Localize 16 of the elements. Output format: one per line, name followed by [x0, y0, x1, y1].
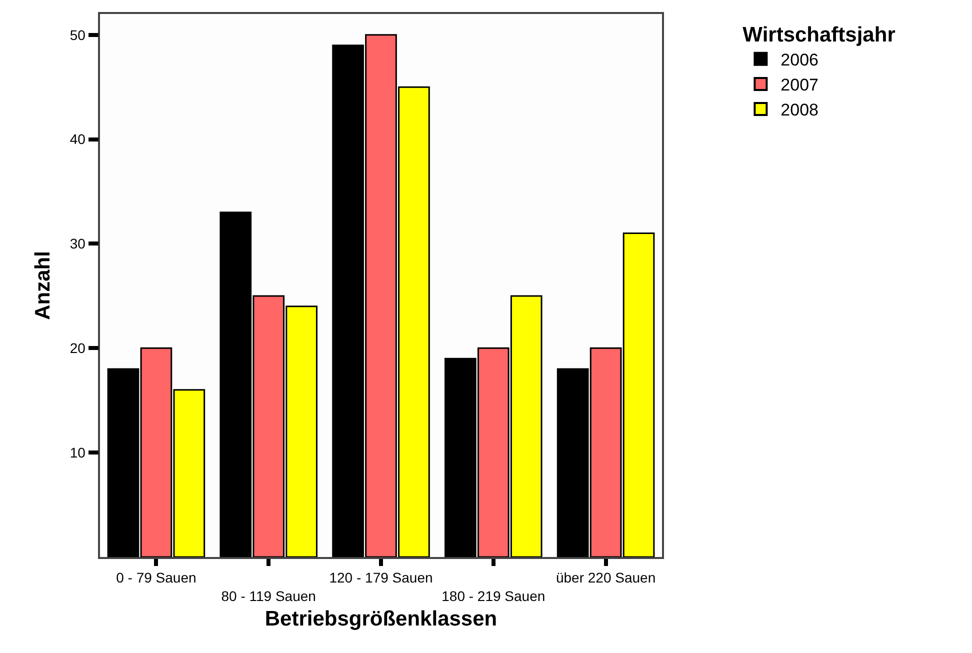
- x-tick-label: über 220 Sauen: [556, 570, 656, 586]
- legend-label: 2008: [780, 100, 819, 120]
- y-tick-label: 40: [70, 131, 86, 148]
- y-tick-label: 50: [70, 26, 86, 43]
- x-tick-label: 120 - 179 Sauen: [329, 570, 433, 586]
- x-axis-title: Betriebsgrößenklassen: [264, 607, 498, 630]
- y-tick-label: 30: [70, 236, 86, 252]
- x-tick-label: 180 - 219 Sauen: [442, 588, 546, 604]
- legend-label: 2007: [780, 76, 819, 95]
- y-tick-label: 20: [70, 340, 86, 356]
- x-tick-label: 80 - 119 Sauen: [221, 588, 316, 604]
- x-tick-label: 0 - 79 Sauen: [116, 570, 196, 586]
- y-tick-label: 10: [70, 444, 86, 460]
- y-axis-title: Anzahl: [32, 251, 55, 320]
- legend-title: Wirtschaftsjahr: [742, 23, 896, 46]
- legend-label: 2006: [780, 50, 819, 70]
